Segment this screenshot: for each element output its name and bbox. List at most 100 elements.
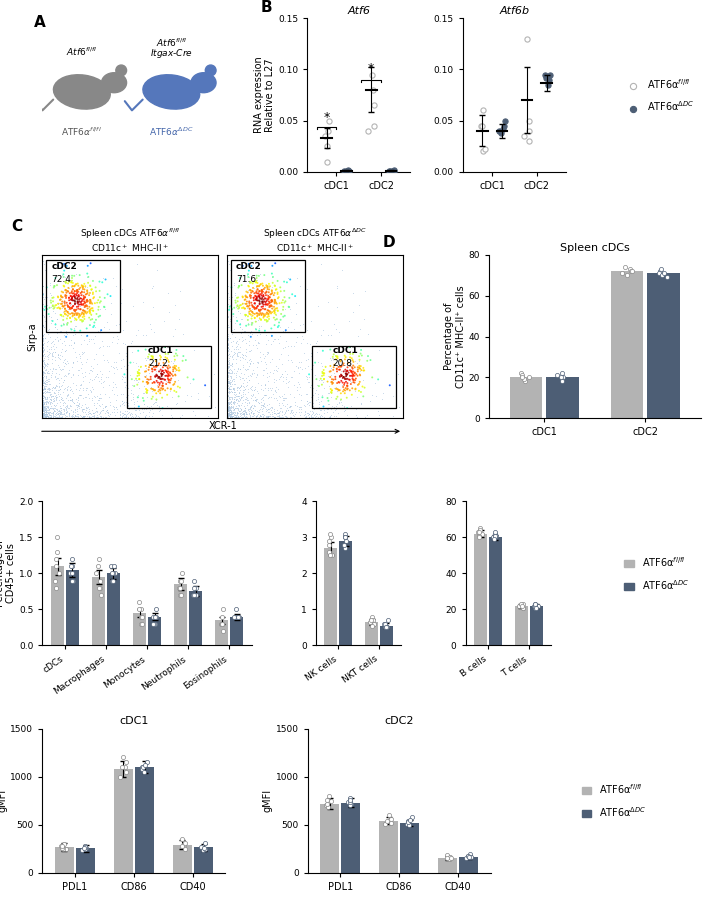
Point (65, 279, 76, 294)
Point (117, 405, 128, 420)
Point (60, 330, 72, 345)
Point (38, 378, 50, 393)
Point (37, 370, 48, 385)
Point (282, 271, 293, 285)
Point (228, 322, 239, 336)
Point (236, 322, 248, 336)
Point (53, 389, 64, 404)
Point (312, 335, 323, 349)
Point (296, 362, 307, 376)
Point (246, 405, 257, 419)
Point (266, 321, 277, 335)
Point (498, 122, 509, 136)
Point (493, 124, 505, 138)
Point (37, 343, 48, 357)
Point (225, 410, 236, 425)
Point (93, 309, 104, 324)
Point (223, 390, 234, 405)
Point (307, 410, 319, 425)
Point (150, 609, 161, 624)
Point (263, 368, 275, 383)
Point (124, 407, 135, 422)
Point (261, 403, 272, 417)
Point (42, 347, 54, 362)
Point (88, 410, 100, 425)
Point (241, 361, 252, 375)
Point (243, 278, 254, 293)
Point (282, 380, 293, 395)
Point (292, 360, 303, 375)
Point (84, 383, 96, 397)
Point (262, 303, 273, 317)
Point (77, 370, 88, 385)
Point (303, 407, 314, 422)
Point (153, 370, 164, 385)
Point (117, 370, 128, 385)
Point (42, 323, 54, 337)
Point (37, 401, 48, 415)
Point (242, 313, 253, 327)
Point (106, 335, 118, 350)
Point (47, 305, 59, 319)
Point (52, 349, 64, 364)
Bar (230, 616, 243, 645)
Point (316, 390, 328, 405)
Point (98, 375, 109, 389)
Point (304, 410, 315, 425)
Point (328, 347, 339, 362)
Point (64, 393, 76, 407)
Point (229, 410, 240, 425)
Point (331, 362, 343, 376)
Point (93, 397, 104, 412)
Point (280, 391, 292, 405)
Point (230, 342, 241, 356)
Point (154, 365, 165, 379)
Point (88, 332, 99, 346)
Point (76, 294, 88, 308)
Point (222, 409, 233, 424)
Point (246, 311, 257, 325)
Point (74, 282, 85, 296)
Point (38, 405, 50, 420)
Point (63, 280, 74, 295)
Point (224, 405, 236, 419)
Point (45, 410, 56, 425)
Point (41, 408, 52, 423)
Point (99, 300, 110, 315)
Point (133, 368, 144, 383)
Point (38, 365, 49, 379)
Point (52, 405, 64, 420)
Point (56, 348, 67, 363)
Point (73, 299, 84, 314)
Point (294, 410, 305, 425)
Point (229, 376, 241, 391)
Point (254, 345, 266, 359)
Point (241, 342, 252, 356)
Point (251, 274, 262, 288)
Point (79, 285, 90, 300)
Point (173, 389, 184, 404)
Point (233, 385, 244, 400)
Point (316, 409, 328, 424)
Point (225, 408, 236, 423)
Point (65, 314, 76, 328)
Point (298, 410, 309, 425)
Point (69, 320, 80, 335)
Point (328, 365, 339, 380)
Point (317, 366, 329, 381)
Point (222, 353, 233, 367)
Point (42, 290, 53, 305)
Point (232, 381, 243, 395)
Point (353, 329, 364, 344)
Point (315, 338, 326, 353)
Bar (51, 566, 64, 645)
Point (222, 388, 233, 403)
Point (56, 260, 67, 275)
Point (354, 353, 365, 367)
Point (244, 407, 256, 422)
Point (60, 275, 72, 289)
Point (81, 409, 93, 424)
Point (43, 410, 55, 425)
Point (86, 385, 97, 399)
Point (51, 278, 62, 293)
